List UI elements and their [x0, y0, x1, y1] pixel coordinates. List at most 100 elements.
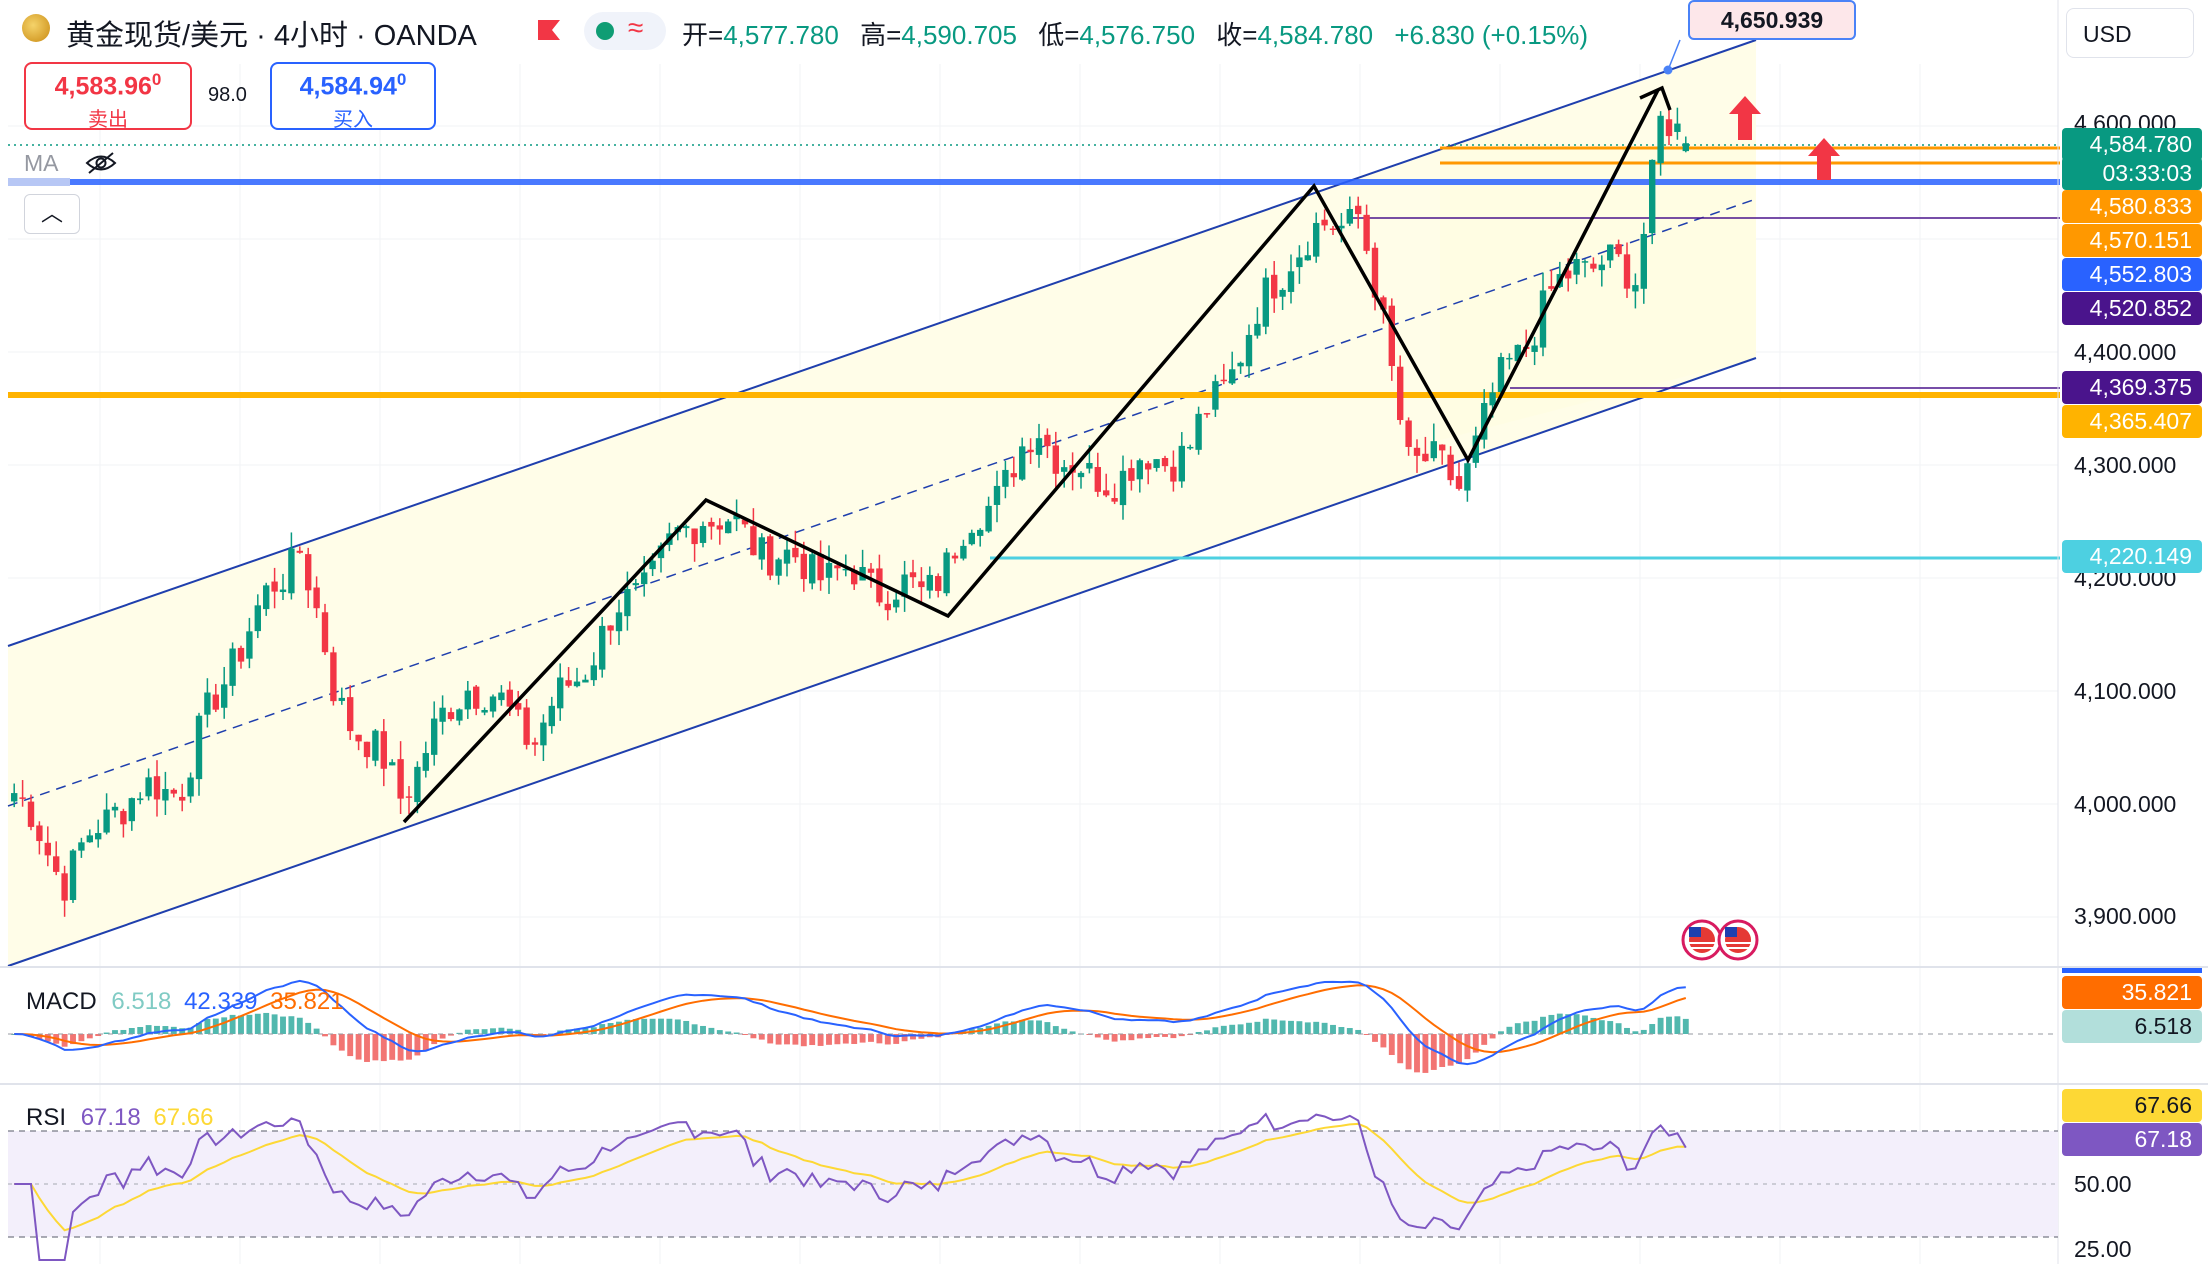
buy-button[interactable]: 4,584.940 买入	[270, 62, 436, 132]
macd-histogram-bar	[1624, 1027, 1630, 1034]
macd-histogram-bar	[1212, 1027, 1219, 1034]
target-price-label[interactable]: 4,650.939	[1688, 0, 1856, 40]
macd-histogram-bar	[1094, 1034, 1101, 1038]
macd-histogram-bar	[1489, 1034, 1496, 1039]
macd-histogram-bar	[1036, 1020, 1042, 1034]
macd-histogram-bar	[204, 1018, 211, 1034]
candle-body	[1044, 434, 1051, 447]
level-pill: 4,580.833	[2062, 190, 2202, 223]
macd-histogram-bar	[36, 1034, 43, 1040]
countdown-pill: 03:33:03	[2062, 157, 2202, 190]
macd-histogram-bar	[641, 1018, 648, 1034]
candle-body	[1506, 357, 1513, 360]
macd-histogram-bar	[792, 1034, 799, 1045]
macd-histogram-bar	[758, 1034, 765, 1040]
macd-histogram-bar	[708, 1027, 715, 1034]
currency-select[interactable]: USD	[2066, 8, 2194, 58]
candle-body	[95, 833, 102, 840]
candle-body	[162, 789, 169, 801]
candle-body	[1573, 259, 1580, 275]
macd-histogram-bar	[994, 1023, 1000, 1034]
macd-histogram-bar	[86, 1034, 93, 1039]
macd-histogram-bar	[1355, 1029, 1362, 1034]
rsi-ma-value: 67.66	[153, 1104, 214, 1131]
candle-body	[296, 550, 303, 553]
candle-body	[1304, 255, 1311, 261]
red-flag-icon[interactable]	[534, 16, 564, 44]
us-flag-event-icon[interactable]	[1681, 919, 1723, 961]
candle-body	[246, 631, 253, 659]
sell-button[interactable]: 4,583.960 卖出	[24, 62, 192, 131]
candle-body	[1245, 334, 1253, 367]
macd-histogram-bar	[767, 1034, 774, 1044]
candle-body	[1649, 159, 1656, 234]
candle-body	[1035, 438, 1043, 455]
candle-body	[389, 762, 396, 766]
candle-body	[1590, 263, 1597, 269]
level-line-yellow[interactable]	[8, 392, 2060, 398]
channel-mid-line	[7, 198, 1757, 807]
candle-body	[1170, 466, 1177, 482]
macd-histogram-bar	[1162, 1034, 1168, 1037]
candle-body	[473, 686, 480, 709]
eye-hidden-icon[interactable]	[84, 150, 118, 176]
candle-body	[1077, 472, 1085, 478]
candle-body	[221, 684, 228, 708]
macd-histogram-bar	[196, 1023, 202, 1034]
macd-histogram-bar	[1330, 1024, 1336, 1034]
candle-body	[884, 603, 891, 611]
symbol-title[interactable]: 黄金现货/美元 · 4小时 · OANDA	[66, 20, 477, 52]
macd-hist-pill: 6.518	[2062, 1010, 2202, 1043]
macd-histogram-bar	[137, 1027, 144, 1034]
candle-body	[540, 722, 547, 746]
macd-histogram-bar	[112, 1030, 118, 1034]
chevron-up-icon: ︿	[40, 201, 63, 226]
buy-price-sup: 0	[396, 70, 407, 89]
candle-body	[641, 572, 648, 585]
collapse-legend-button[interactable]: ︿	[24, 194, 80, 234]
rsi-legend[interactable]: RSI 67.18 67.66	[26, 1104, 213, 1132]
candle-body	[876, 568, 883, 603]
level-line-blue-handle[interactable]	[8, 178, 70, 186]
macd-histogram-bar	[473, 1029, 480, 1034]
candle-body	[851, 569, 858, 585]
candle-body	[993, 485, 1001, 505]
macd-histogram-bar	[481, 1029, 488, 1034]
macd-histogram-bar	[876, 1034, 883, 1044]
macd-histogram-bar	[1447, 1034, 1454, 1066]
candle-body	[1220, 379, 1227, 382]
candle-body	[1514, 344, 1521, 362]
macd-legend[interactable]: MACD 6.518 42.339 35.821	[26, 988, 344, 1016]
rsi-axis-tick: 50.00	[2074, 1171, 2132, 1197]
candle-body	[1682, 143, 1689, 152]
candle-body	[254, 605, 261, 632]
macd-histogram-bar	[305, 1022, 312, 1034]
macd-histogram-bar	[498, 1027, 505, 1034]
candle-body	[1355, 205, 1362, 215]
macd-histogram-bar	[1666, 1016, 1672, 1034]
macd-histogram-bar	[649, 1018, 656, 1034]
macd-histogram-bar	[145, 1025, 152, 1034]
level-line-blue[interactable]	[8, 179, 2060, 185]
macd-histogram-bar	[1010, 1021, 1017, 1034]
candle-body	[1405, 420, 1412, 447]
macd-histogram-bar	[1565, 1014, 1572, 1034]
ma-indicator-label[interactable]: MA	[24, 150, 59, 176]
us-flag-event-icon[interactable]	[1717, 919, 1759, 961]
target-point[interactable]	[1663, 65, 1673, 75]
candle-body	[1153, 459, 1160, 468]
candle-body	[1363, 214, 1370, 251]
candle-body	[548, 705, 555, 727]
candle-body	[338, 697, 345, 701]
candle-body	[1010, 473, 1017, 478]
buy-label: 买入	[333, 109, 373, 132]
candle-body	[305, 554, 312, 591]
candle-body	[725, 521, 732, 534]
candle-body	[1447, 454, 1454, 481]
gold-symbol-logo	[22, 14, 50, 42]
candle-body	[103, 809, 110, 833]
ohlc-open-label: 开=	[682, 20, 724, 50]
macd-histogram-bar	[1229, 1024, 1236, 1034]
candle-body	[439, 707, 446, 722]
